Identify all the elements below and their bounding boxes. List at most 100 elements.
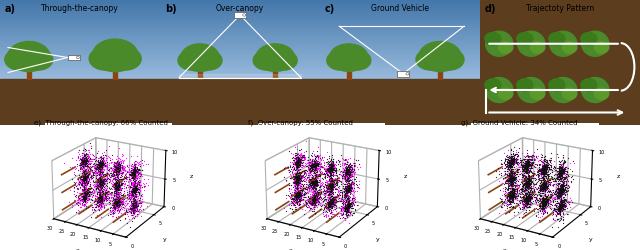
- Bar: [160, 12, 320, 14]
- Ellipse shape: [485, 32, 501, 45]
- Bar: [0, 32, 160, 34]
- Bar: [160, 36, 320, 38]
- Bar: [160, 65, 320, 67]
- Bar: [160, 8, 320, 10]
- Bar: [0, 24, 160, 25]
- Bar: [0, 43, 160, 45]
- Bar: [0, 67, 160, 69]
- Bar: [320, 32, 480, 34]
- Ellipse shape: [271, 51, 297, 70]
- Bar: [0, 59, 160, 61]
- Bar: [160, 69, 320, 71]
- Bar: [160, 0, 320, 2]
- Bar: [160, 79, 320, 125]
- Ellipse shape: [76, 56, 79, 59]
- Bar: [320, 28, 480, 30]
- Bar: [0, 65, 160, 67]
- Ellipse shape: [8, 42, 50, 72]
- Bar: [160, 30, 320, 32]
- Ellipse shape: [186, 44, 214, 62]
- X-axis label: x: x: [502, 248, 506, 250]
- Text: e)  Through-the-canopy: 66% Counted: e) Through-the-canopy: 66% Counted: [35, 120, 168, 126]
- Ellipse shape: [330, 44, 368, 72]
- Ellipse shape: [89, 47, 120, 70]
- Bar: [320, 77, 480, 79]
- Ellipse shape: [582, 78, 609, 102]
- Bar: [160, 75, 320, 77]
- Bar: [0, 61, 160, 63]
- Bar: [0, 41, 160, 43]
- Ellipse shape: [256, 44, 294, 72]
- Bar: [320, 51, 480, 53]
- Bar: [0, 51, 160, 53]
- Ellipse shape: [406, 72, 409, 75]
- Ellipse shape: [581, 79, 596, 91]
- Ellipse shape: [5, 49, 33, 70]
- Text: g)  Ground Vehicle: 34% Counted: g) Ground Vehicle: 34% Counted: [461, 120, 577, 126]
- Bar: [0, 57, 160, 59]
- Bar: [320, 20, 480, 22]
- Text: Over-canopy: Over-canopy: [216, 4, 264, 13]
- Bar: [198, 70, 202, 79]
- Bar: [160, 45, 320, 47]
- Bar: [160, 26, 320, 28]
- Bar: [0, 38, 160, 39]
- Bar: [397, 71, 410, 76]
- X-axis label: x: x: [76, 248, 79, 250]
- Bar: [160, 51, 320, 53]
- Bar: [0, 28, 160, 30]
- Ellipse shape: [563, 42, 577, 53]
- Bar: [320, 26, 480, 28]
- Bar: [27, 70, 31, 79]
- Bar: [0, 55, 160, 57]
- Bar: [160, 63, 320, 65]
- Bar: [160, 59, 320, 61]
- Bar: [160, 71, 320, 73]
- Ellipse shape: [550, 78, 577, 102]
- Bar: [320, 43, 480, 45]
- Bar: [0, 8, 160, 10]
- Bar: [160, 22, 320, 24]
- Bar: [320, 4, 480, 6]
- Bar: [160, 34, 320, 35]
- Text: Ground Vehicle: Ground Vehicle: [371, 4, 429, 13]
- Bar: [320, 79, 480, 125]
- Bar: [320, 53, 480, 55]
- Bar: [0, 26, 160, 28]
- Bar: [0, 22, 160, 24]
- Bar: [160, 55, 320, 57]
- Ellipse shape: [486, 31, 513, 56]
- Bar: [0, 36, 160, 38]
- Ellipse shape: [425, 42, 456, 62]
- Bar: [320, 59, 480, 61]
- Text: b): b): [165, 4, 177, 14]
- Bar: [0, 34, 160, 35]
- Bar: [320, 16, 480, 18]
- Ellipse shape: [499, 88, 513, 99]
- Bar: [160, 16, 320, 18]
- Ellipse shape: [24, 49, 52, 70]
- Bar: [320, 18, 480, 20]
- Bar: [160, 10, 320, 12]
- Text: a): a): [5, 4, 16, 14]
- Ellipse shape: [196, 51, 222, 70]
- Ellipse shape: [563, 88, 577, 99]
- Ellipse shape: [548, 32, 564, 45]
- Bar: [160, 2, 320, 4]
- Bar: [0, 16, 160, 18]
- Bar: [320, 2, 480, 4]
- Bar: [320, 47, 480, 49]
- Bar: [320, 61, 480, 63]
- Bar: [320, 0, 480, 2]
- Ellipse shape: [416, 49, 445, 70]
- Bar: [113, 70, 117, 79]
- Bar: [0, 53, 160, 55]
- Bar: [0, 49, 160, 51]
- Bar: [320, 57, 480, 59]
- Bar: [320, 22, 480, 24]
- Bar: [68, 55, 80, 60]
- Ellipse shape: [261, 44, 289, 62]
- Bar: [0, 71, 160, 73]
- Bar: [0, 45, 160, 47]
- Ellipse shape: [419, 42, 461, 72]
